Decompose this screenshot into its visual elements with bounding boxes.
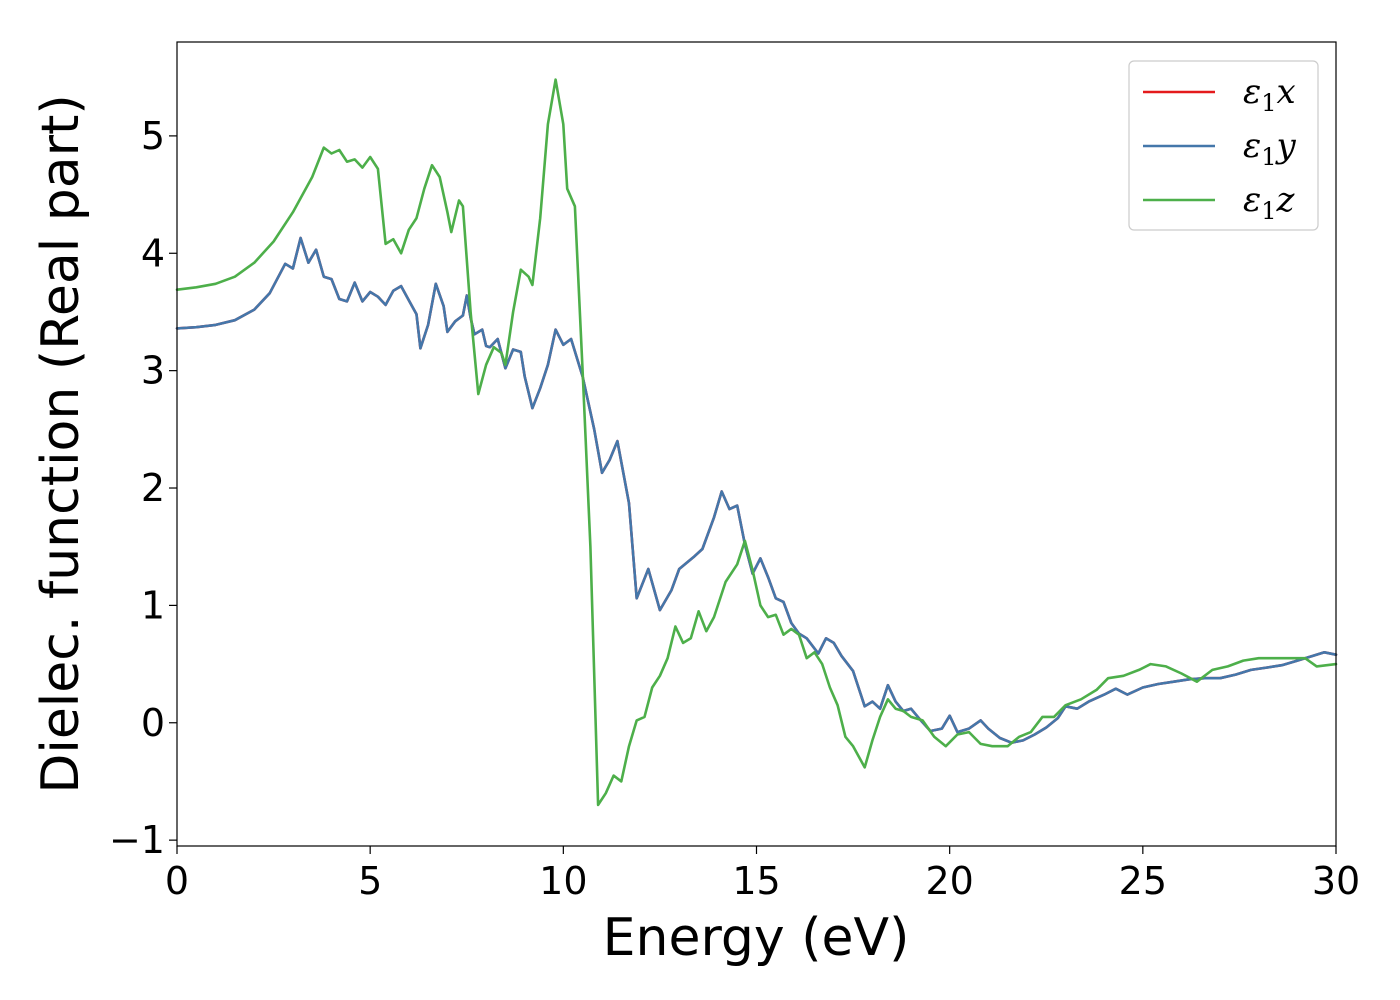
y-tick-label: 3 — [141, 349, 165, 393]
x-tick-label: 0 — [165, 859, 189, 903]
series-line-y — [175, 236, 1338, 744]
legend-label-z: ε1z — [1243, 180, 1296, 225]
x-tick-label: 25 — [1119, 859, 1167, 903]
legend: ε1x ε1y ε1z — [1128, 60, 1319, 231]
y-axis-label: Dielec. function (Real part) — [31, 94, 91, 793]
x-tick-label: 15 — [732, 859, 780, 903]
x-tick-label: 30 — [1312, 859, 1360, 903]
legend-box — [1128, 60, 1319, 231]
x-tick-label: 5 — [358, 859, 382, 903]
x-tick-label: 20 — [925, 859, 973, 903]
legend-label-y: ε1y — [1243, 126, 1297, 171]
y-tick-label: 5 — [141, 114, 165, 158]
y-tick-label: 2 — [141, 466, 165, 510]
legend-label-x: ε1x — [1243, 72, 1296, 117]
x-tick-label: 10 — [539, 859, 587, 903]
y-tick-label: −1 — [109, 818, 165, 862]
series-line-z — [175, 78, 1338, 807]
x-axis-label: Energy (eV) — [603, 908, 910, 968]
y-axis-ticks: −1 0 1 2 3 4 5 — [109, 114, 177, 862]
y-tick-label: 4 — [141, 231, 165, 275]
plot-series — [175, 78, 1338, 807]
y-tick-label: 0 — [141, 701, 165, 745]
x-axis-ticks: 0 5 10 15 20 25 30 — [165, 846, 1360, 903]
y-tick-label: 1 — [141, 583, 165, 627]
